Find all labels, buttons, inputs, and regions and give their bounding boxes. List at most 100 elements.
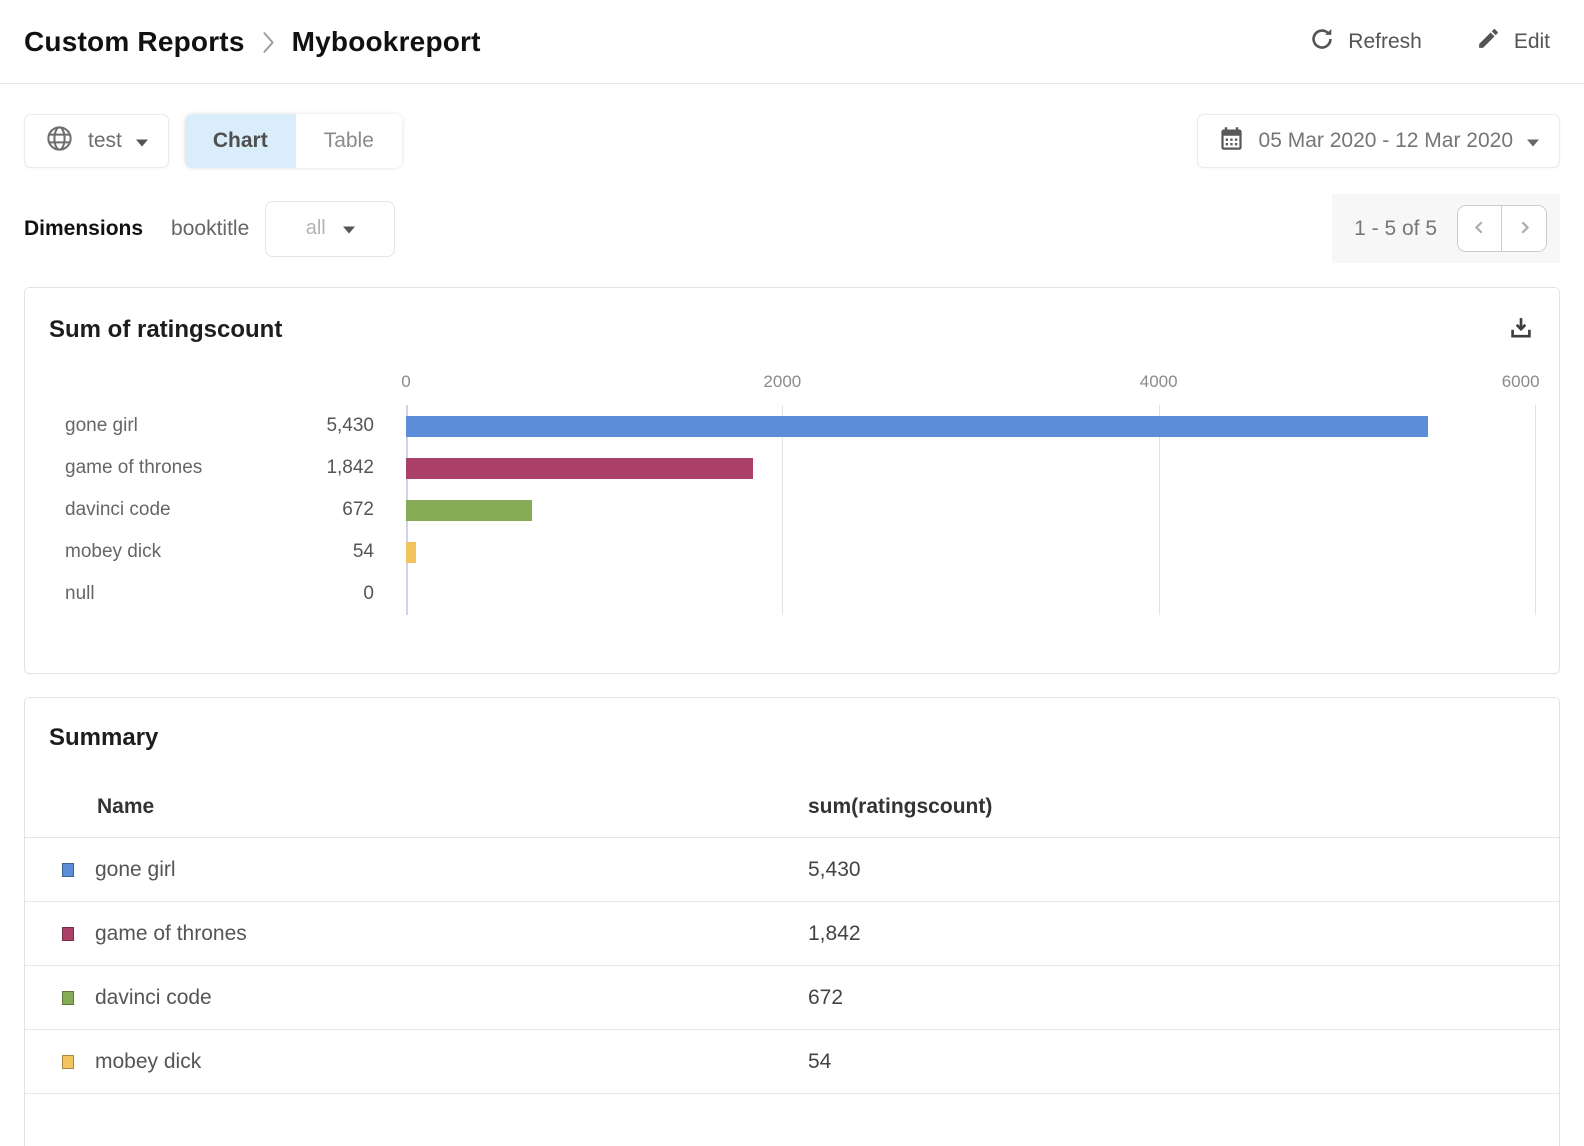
chevron-left-icon — [1469, 217, 1490, 241]
pagination: 1 - 5 of 5 — [1332, 194, 1560, 263]
tab-chart[interactable]: Chart — [184, 114, 296, 168]
chevron-right-icon — [261, 29, 276, 56]
refresh-label: Refresh — [1348, 29, 1422, 53]
column-header-value: sum(ratingscount) — [808, 794, 993, 818]
gridline — [782, 405, 784, 615]
row-value: 1,842 — [808, 921, 861, 945]
chart-card: Sum of ratingscount 0 2000 4000 6000 gone g… — [24, 287, 1560, 674]
table-row[interactable]: game of thrones 1,842 — [25, 902, 1559, 966]
bar[interactable] — [406, 415, 1428, 437]
chevron-right-icon — [1514, 217, 1535, 241]
row-name: game of thrones — [95, 921, 247, 945]
prev-page-button[interactable] — [1458, 206, 1502, 251]
category-value: 5,430 — [326, 415, 374, 436]
row-value: 54 — [808, 1049, 832, 1073]
chart-plot — [406, 405, 1536, 615]
pencil-icon — [1476, 26, 1501, 57]
chart-title: Sum of ratingscount — [49, 315, 283, 343]
dimensions-row: Dimensions booktitle all 1 - 5 of 5 — [24, 194, 1560, 263]
bar[interactable] — [406, 499, 533, 521]
bar-row — [406, 447, 1535, 489]
x-tick-label: 2000 — [763, 372, 802, 391]
breadcrumb: Custom Reports Mybookreport — [24, 26, 481, 58]
summary-table-header: Name sum(ratingscount) — [25, 776, 1559, 838]
legend-swatch — [62, 862, 74, 877]
dimension-field-label: booktitle — [171, 216, 250, 240]
x-tick-label: 6000 — [1501, 372, 1540, 391]
edit-button[interactable]: Edit — [1476, 26, 1550, 57]
row-value: 5,430 — [808, 857, 861, 881]
category-value: 672 — [342, 499, 374, 520]
download-button[interactable] — [1507, 314, 1535, 345]
category-label: davinci code — [65, 499, 171, 520]
tab-table[interactable]: Table — [295, 114, 402, 168]
table-row[interactable]: mobey dick 54 — [25, 1030, 1559, 1094]
chevron-down-icon — [135, 129, 148, 153]
row-name: gone girl — [95, 857, 176, 881]
row-name: mobey dick — [95, 1049, 202, 1073]
summary-card: Summary Name sum(ratingscount) gone girl… — [24, 697, 1560, 1146]
column-header-name: Name — [97, 794, 155, 818]
summary-table: Name sum(ratingscount) gone girl 5,430 gam… — [25, 776, 1559, 1094]
edit-label: Edit — [1513, 29, 1550, 53]
chart-x-axis-track: 0 2000 4000 6000 — [401, 369, 1539, 405]
row-name: davinci code — [95, 985, 212, 1009]
name-cell: game of thrones — [25, 922, 808, 946]
name-cell: mobey dick — [25, 1050, 808, 1074]
gridline — [1158, 405, 1160, 615]
next-page-button[interactable] — [1502, 206, 1546, 251]
bar-row — [406, 489, 1535, 531]
table-row[interactable]: davinci code 672 — [25, 966, 1559, 1030]
date-range-picker[interactable]: 05 Mar 2020 - 12 Mar 2020 — [1196, 114, 1560, 168]
toolbar: test Chart Table 05 Mar 2020 - 12 Mar 202… — [24, 114, 1560, 168]
refresh-icon — [1309, 26, 1335, 58]
category-label: game of thrones — [65, 457, 203, 478]
legend-swatch — [62, 990, 74, 1005]
bar-chart: 0 2000 4000 6000 gone girl 5,430 game of thro… — [49, 369, 1540, 615]
bar[interactable] — [406, 457, 753, 479]
date-range-label: 05 Mar 2020 - 12 Mar 2020 — [1258, 129, 1513, 152]
name-cell: gone girl — [25, 858, 808, 882]
chevron-down-icon — [342, 217, 355, 240]
chevron-down-icon — [1527, 129, 1539, 153]
dimension-filter-value: all — [305, 217, 326, 239]
calendar-icon — [1218, 125, 1245, 158]
dimension-filter-dropdown[interactable]: all — [265, 200, 396, 257]
workspace-label: test — [88, 129, 122, 152]
chart-category-row: mobey dick 54 — [49, 531, 374, 573]
dimensions-label: Dimensions — [24, 216, 144, 240]
breadcrumb-section[interactable]: Custom Reports — [24, 25, 245, 57]
summary-table-body: gone girl 5,430 game of thrones 1,842 davinc… — [25, 838, 1559, 1094]
bar-row — [406, 531, 1535, 573]
category-value: 0 — [363, 583, 374, 604]
chart-category-row: game of thrones 1,842 — [49, 447, 374, 489]
bar[interactable] — [406, 541, 417, 563]
header-actions: Refresh Edit — [1309, 26, 1550, 58]
gridline — [1535, 405, 1536, 615]
bar-row — [406, 405, 1535, 447]
category-label: gone girl — [65, 415, 138, 436]
category-value: 54 — [352, 541, 374, 562]
table-row[interactable]: gone girl 5,430 — [25, 838, 1559, 902]
page-header: Custom Reports Mybookreport Refresh Edit — [0, 0, 1584, 84]
legend-swatch — [62, 1054, 74, 1069]
view-toggle: Chart Table — [184, 114, 402, 168]
chart-categories: gone girl 5,430 game of thrones 1,842 davinc… — [49, 405, 374, 615]
category-label: mobey dick — [65, 541, 162, 562]
chart-category-row: null 0 — [49, 573, 374, 615]
x-tick-label: 0 — [401, 372, 411, 391]
category-value: 1,842 — [326, 457, 374, 478]
chart-category-row: gone girl 5,430 — [49, 405, 374, 447]
workspace-dropdown[interactable]: test — [24, 114, 169, 168]
refresh-button[interactable]: Refresh — [1309, 26, 1422, 58]
bar-row — [406, 573, 1535, 615]
globe-icon — [45, 124, 74, 159]
pagination-range: 1 - 5 of 5 — [1354, 216, 1437, 240]
legend-swatch — [62, 926, 74, 941]
category-label: null — [65, 583, 95, 604]
x-tick-label: 4000 — [1139, 372, 1178, 391]
download-icon — [1507, 314, 1535, 345]
breadcrumb-report: Mybookreport — [291, 25, 481, 57]
chart-category-row: davinci code 672 — [49, 489, 374, 531]
row-value: 672 — [808, 985, 844, 1009]
